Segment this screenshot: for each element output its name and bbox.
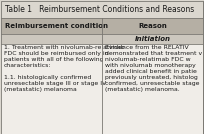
Text: Table 1   Reimbursement Conditions and Reasons: Table 1 Reimbursement Conditions and Rea… xyxy=(5,5,194,14)
Text: Reimbursement condition: Reimbursement condition xyxy=(5,23,108,29)
Bar xyxy=(1,0,203,18)
Text: 1. Treatment with nivolumab-relatimab
FDC should be reimbursed only in
patients : 1. Treatment with nivolumab-relatimab FD… xyxy=(4,45,125,92)
Bar xyxy=(1,34,203,44)
Text: Initiation: Initiation xyxy=(135,36,171,42)
Bar xyxy=(1,44,203,134)
Text: Evidence from the RELATIV
demonstrated that treatment v
nivolumab-relatimab FDC : Evidence from the RELATIV demonstrated t… xyxy=(105,45,202,92)
Text: Reason: Reason xyxy=(139,23,167,29)
Bar xyxy=(1,18,203,34)
